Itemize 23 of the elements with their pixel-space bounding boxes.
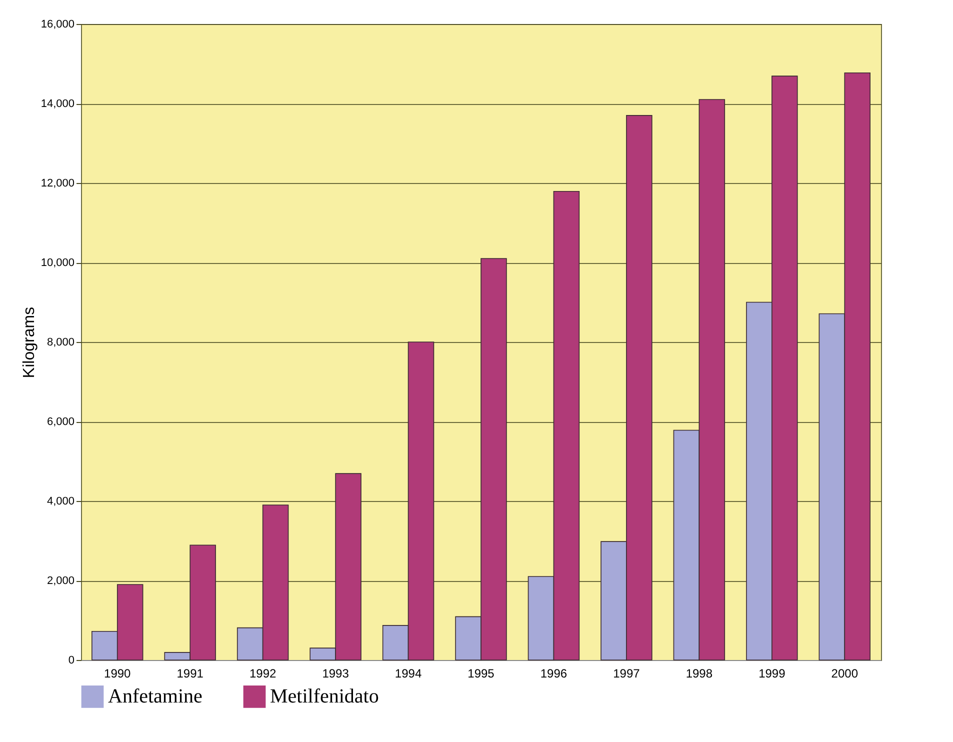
x-tick-label: 1995 xyxy=(468,666,495,680)
y-tick-label: 4,000 xyxy=(46,496,74,508)
x-tick-label: 1993 xyxy=(322,666,350,680)
x-tick-label: 1994 xyxy=(394,666,422,680)
x-tick-label: 2000 xyxy=(831,666,858,680)
y-tick-label: 16,000 xyxy=(40,18,74,30)
x-tick-label: 1998 xyxy=(686,666,713,680)
x-tick-label: 1990 xyxy=(104,666,132,680)
x-tick-label: 1997 xyxy=(613,666,640,680)
x-tick-label: 1991 xyxy=(176,666,204,680)
y-tick-label: 12,000 xyxy=(40,178,74,190)
y-axis-title: Kilograms xyxy=(20,306,38,378)
y-tick-label: 2,000 xyxy=(46,575,74,587)
y-tick-label: 10,000 xyxy=(40,257,74,269)
y-tick-label: 0 xyxy=(68,654,74,666)
legend-label: Metilfenidato xyxy=(270,686,379,708)
y-tick-label: 6,000 xyxy=(46,416,74,428)
legend-label: Anfetamine xyxy=(108,686,203,708)
y-tick-label: 8,000 xyxy=(46,336,74,348)
x-tick-label: 1996 xyxy=(540,666,568,680)
x-tick-label: 1992 xyxy=(249,666,276,680)
y-tick-label: 14,000 xyxy=(40,98,74,110)
x-tick-label: 1999 xyxy=(758,666,786,680)
